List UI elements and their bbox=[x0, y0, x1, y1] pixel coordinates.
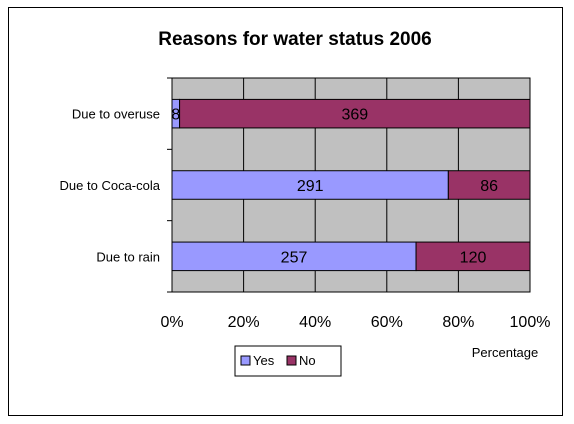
category-labels: Due to overuse Due to Coca-cola Due to rai… bbox=[60, 107, 161, 265]
data-label: 257 bbox=[281, 249, 308, 266]
bar-no bbox=[447, 170, 531, 200]
x-tick-label: 20% bbox=[228, 314, 260, 331]
x-tick-label: 0% bbox=[160, 314, 183, 331]
bar-no bbox=[179, 98, 531, 129]
chart-title: Reasons for water status 2006 bbox=[158, 29, 432, 50]
x-tick-labels: 0% 20% 40% 60% 80% 100% bbox=[160, 314, 550, 331]
data-label: 8 bbox=[171, 107, 180, 124]
x-tick-label: 40% bbox=[299, 314, 331, 331]
legend-swatch bbox=[286, 355, 297, 366]
legend-swatch bbox=[240, 355, 251, 366]
bar-yes bbox=[171, 241, 417, 272]
bar-yes bbox=[171, 170, 449, 200]
data-label: 86 bbox=[480, 178, 498, 195]
legend-entry: Yes bbox=[253, 353, 275, 368]
bar-no bbox=[415, 241, 531, 272]
x-axis-label: Percentage bbox=[472, 345, 539, 360]
data-label: 291 bbox=[297, 178, 324, 195]
category-label: Due to Coca-cola bbox=[60, 178, 161, 193]
x-tick-label: 60% bbox=[371, 314, 403, 331]
x-tick-label: 80% bbox=[442, 314, 474, 331]
data-label: 120 bbox=[460, 249, 487, 266]
legend: Yes No bbox=[234, 345, 342, 377]
category-label: Due to rain bbox=[96, 249, 160, 264]
x-tick-label: 100% bbox=[510, 314, 551, 331]
plot-border bbox=[171, 77, 531, 293]
legend-entry: No bbox=[299, 353, 316, 368]
category-label: Due to overuse bbox=[72, 107, 160, 122]
plot-area: 8 369 291 86 257 120 bbox=[167, 77, 531, 293]
data-label: 369 bbox=[341, 107, 368, 124]
